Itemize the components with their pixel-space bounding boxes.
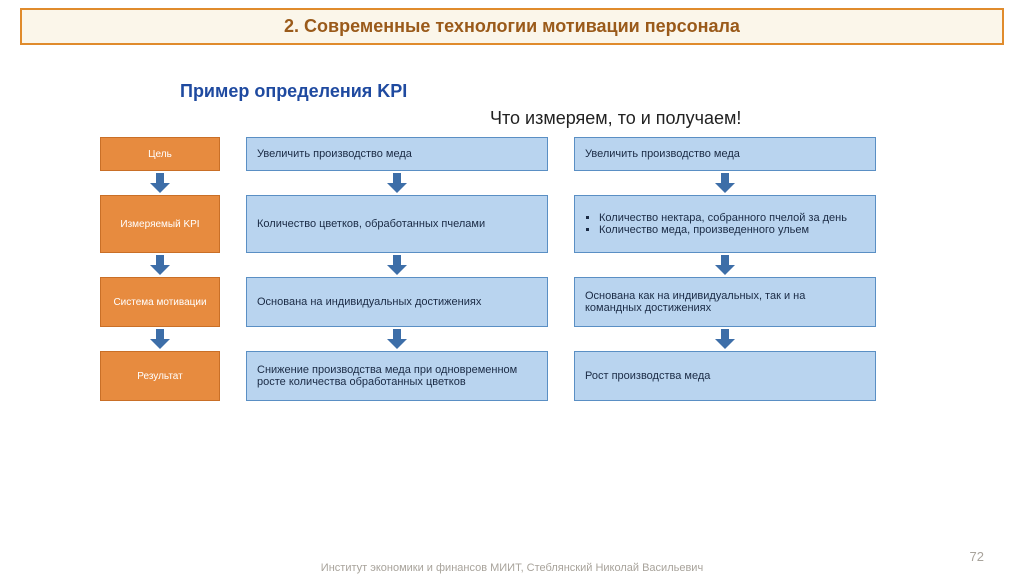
arrow-down-icon (715, 255, 735, 275)
page-number: 72 (970, 549, 984, 564)
arrow-row (100, 253, 980, 277)
row-label: Цель (100, 137, 220, 171)
list-item: Количество нектара, собранного пчелой за… (599, 212, 865, 224)
flow-row: Система мотивации Основана на индивидуаль… (100, 277, 980, 327)
arrow-down-icon (387, 255, 407, 275)
arrow-row (100, 327, 980, 351)
arrow-row (100, 171, 980, 195)
content-box-b: Рост производства меда (574, 351, 876, 401)
arrow-down-icon (387, 173, 407, 193)
content-box-b: Количество нектара, собранного пчелой за… (574, 195, 876, 253)
footer-attribution: Институт экономики и финансов МИИТ, Стеб… (0, 562, 1024, 574)
arrow-down-icon (150, 255, 170, 275)
content-box-a: Основана на индивидуальных достижениях (246, 277, 548, 327)
content-box-a: Количество цветков, обработанных пчелами (246, 195, 548, 253)
list-item: Количество меда, произведенного ульем (599, 224, 865, 236)
row-label: Результат (100, 351, 220, 401)
flow-row: Измеряемый KPI Количество цветков, обрабо… (100, 195, 980, 253)
content-box-b: Увеличить производство меда (574, 137, 876, 171)
row-label: Измеряемый KPI (100, 195, 220, 253)
slide-title-bar: 2. Современные технологии мотивации перс… (20, 8, 1004, 45)
subtitle: Пример определения KPI (180, 81, 1024, 102)
arrow-down-icon (715, 173, 735, 193)
content-box-a: Увеличить производство меда (246, 137, 548, 171)
arrow-down-icon (387, 329, 407, 349)
slide-title: 2. Современные технологии мотивации перс… (284, 16, 740, 36)
kpi-flowchart: Цель Увеличить производство меда Увеличить… (100, 137, 980, 401)
content-box-a: Снижение производства меда при одновреме… (246, 351, 548, 401)
content-box-b: Основана как на индивидуальных, так и на… (574, 277, 876, 327)
arrow-down-icon (150, 329, 170, 349)
arrow-down-icon (715, 329, 735, 349)
flow-row: Результат Снижение производства меда при … (100, 351, 980, 401)
row-label: Система мотивации (100, 277, 220, 327)
arrow-down-icon (150, 173, 170, 193)
tagline: Что измеряем, то и получаем! (490, 108, 1024, 129)
flow-row: Цель Увеличить производство меда Увеличить… (100, 137, 980, 171)
